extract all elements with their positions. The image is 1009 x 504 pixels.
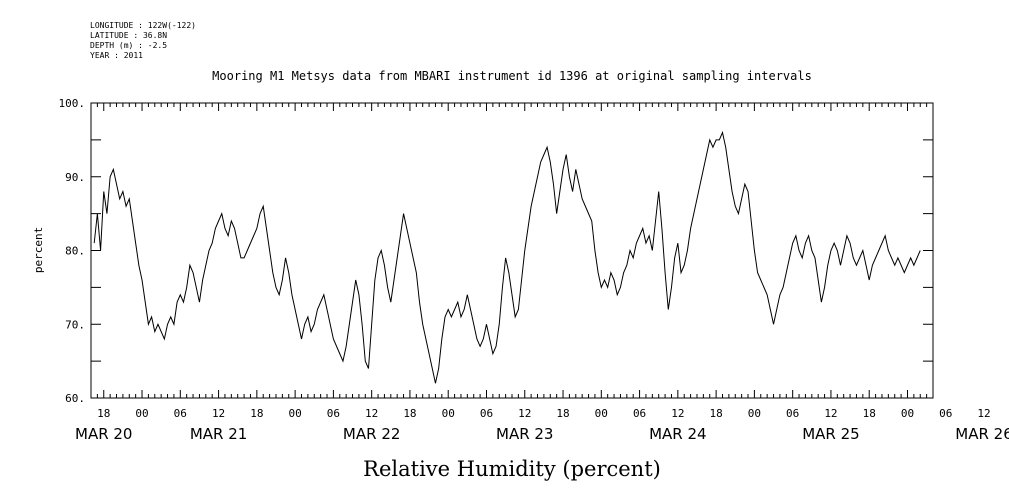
x-hour-label: 06 bbox=[174, 407, 187, 420]
series-group bbox=[93, 130, 921, 384]
x-date-label: MAR 23 bbox=[496, 425, 553, 443]
x-hour-label: 18 bbox=[403, 407, 416, 420]
latitude-label: LATITUDE : 36.8N bbox=[90, 31, 168, 40]
x-date-label: MAR 26 bbox=[955, 425, 1009, 443]
x-hour-label: 06 bbox=[480, 407, 493, 420]
x-hour-label: 12 bbox=[824, 407, 837, 420]
x-hour-label: 00 bbox=[288, 407, 301, 420]
year-label: YEAR : 2011 bbox=[90, 51, 143, 60]
x-hour-label: 12 bbox=[365, 407, 378, 420]
x-date-label: MAR 22 bbox=[343, 425, 400, 443]
x-hour-label: 00 bbox=[135, 407, 148, 420]
x-date-label: MAR 20 bbox=[75, 425, 132, 443]
x-axis-label: Relative Humidity (percent) bbox=[363, 457, 661, 481]
y-axis-label: percent bbox=[32, 227, 45, 273]
y-axis: 60. 70. 80. 90. 100. bbox=[59, 97, 933, 405]
x-hour-label: 12 bbox=[212, 407, 225, 420]
y-tick-label: 70. bbox=[65, 318, 85, 331]
x-hour-label: 18 bbox=[556, 407, 569, 420]
x-hour-label: 06 bbox=[939, 407, 952, 420]
x-hour-label: 18 bbox=[863, 407, 876, 420]
x-date-label: MAR 21 bbox=[190, 425, 247, 443]
y-tick-label: 90. bbox=[65, 171, 85, 184]
x-hour-label: 00 bbox=[595, 407, 608, 420]
x-hour-label: 18 bbox=[97, 407, 110, 420]
x-hour-label: 00 bbox=[748, 407, 761, 420]
y-tick-label: 80. bbox=[65, 245, 85, 258]
depth-label: DEPTH (m) : -2.5 bbox=[90, 41, 168, 50]
x-hour-label: 12 bbox=[977, 407, 990, 420]
x-date-label: MAR 24 bbox=[649, 425, 706, 443]
x-hour-label: 06 bbox=[786, 407, 799, 420]
x-hour-label: 18 bbox=[709, 407, 722, 420]
x-hour-label: 12 bbox=[671, 407, 684, 420]
series-line bbox=[93, 130, 921, 384]
header-metadata: LONGITUDE : 122W(-122) LATITUDE : 36.8N … bbox=[90, 21, 196, 61]
x-hour-label: 00 bbox=[442, 407, 455, 420]
longitude-label: LONGITUDE : 122W(-122) bbox=[90, 21, 196, 30]
chart-title: Mooring M1 Metsys data from MBARI instru… bbox=[212, 69, 812, 83]
x-hour-label: 00 bbox=[901, 407, 914, 420]
x-hour-label: 18 bbox=[250, 407, 263, 420]
y-tick-label: 60. bbox=[65, 392, 85, 405]
x-hour-label: 06 bbox=[327, 407, 340, 420]
plot-frame bbox=[90, 102, 934, 399]
x-hour-label: 06 bbox=[633, 407, 646, 420]
y-tick-label: 100. bbox=[59, 97, 86, 110]
x-date-label: MAR 25 bbox=[802, 425, 859, 443]
x-axis: 18 00 06 12 18 00 06 12 18 00 06 12 18 00 06 12 18 00 06 12… bbox=[75, 103, 1009, 443]
x-hour-label: 12 bbox=[518, 407, 531, 420]
